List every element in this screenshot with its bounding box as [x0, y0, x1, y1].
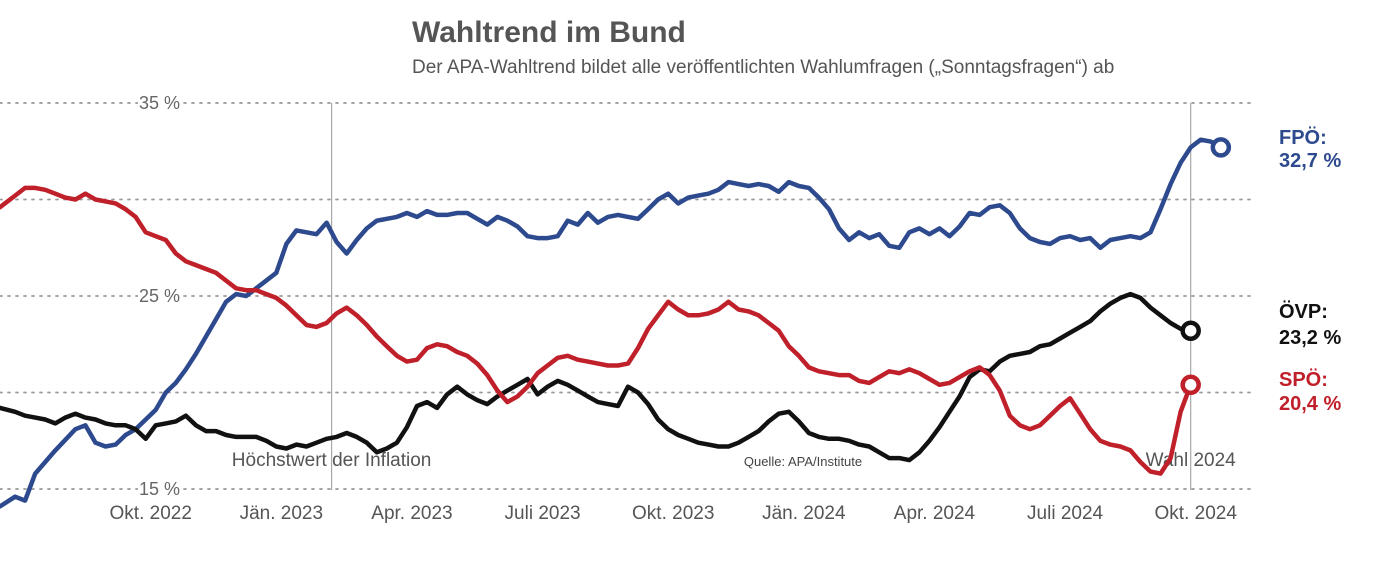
series-lines: [0, 137, 1232, 509]
end-labels: FPÖ:32,7 % ÖVP: 23,2 % SPÖ:20,4 %: [1279, 126, 1341, 415]
ytick-label-0: 35 %: [139, 93, 180, 113]
series-line-fp: [0, 137, 1224, 509]
annotations: Höchstwert der Inflation Wahl 2024: [232, 103, 1236, 490]
annotation-label-0: Höchstwert der Inflation: [232, 450, 432, 471]
source-note: Quelle: APA/Institute: [744, 454, 862, 469]
chart-title: Wahltrend im Bund: [412, 16, 686, 49]
series-label-fp: FPÖ:: [1279, 126, 1327, 149]
xtick-label-2: Apr. 2023: [371, 503, 452, 524]
annotation-label-1: Wahl 2024: [1146, 450, 1237, 471]
xtick-label-0: Okt. 2022: [110, 503, 192, 524]
series-line-vp: [0, 291, 1193, 463]
ytick-bg-2: [138, 478, 182, 500]
series-line-sp: [0, 185, 1193, 476]
xtick-label-7: Juli 2024: [1027, 503, 1103, 524]
series-label-vp: ÖVP:: [1279, 300, 1328, 323]
x-axis: Okt. 2022 Jän. 2023 Apr. 2023 Juli 2023 Okt.…: [110, 503, 1238, 524]
series-endpoint-vp: [1180, 320, 1201, 341]
chart-subtitle: Der APA-Wahltrend bildet alle veröffentl…: [412, 57, 1114, 78]
gridlines: [0, 102, 1257, 490]
series-endpoint-sp: [1180, 374, 1201, 396]
series-value-fp: 32,7 %: [1279, 150, 1341, 172]
series-value-vp: 23,2 %: [1279, 327, 1341, 349]
series-endpoint-fp: [1210, 137, 1232, 158]
ytick-bg-0: [138, 92, 182, 114]
ytick-bg-1: [138, 285, 182, 307]
xtick-label-8: Okt. 2024: [1155, 503, 1238, 524]
series-label-sp: SPÖ:: [1279, 368, 1328, 391]
ytick-label-2: 15 %: [139, 479, 180, 499]
series-value-sp: 20,4 %: [1279, 393, 1341, 415]
ytick-label-1: 25 %: [139, 286, 180, 306]
xtick-label-3: Juli 2023: [505, 503, 581, 524]
xtick-label-5: Jän. 2024: [762, 503, 846, 524]
xtick-label-4: Okt. 2023: [632, 503, 714, 524]
xtick-label-6: Apr. 2024: [894, 503, 976, 524]
y-axis: 35 % 25 % 15 %: [138, 92, 182, 500]
xtick-label-1: Jän. 2023: [240, 503, 323, 524]
